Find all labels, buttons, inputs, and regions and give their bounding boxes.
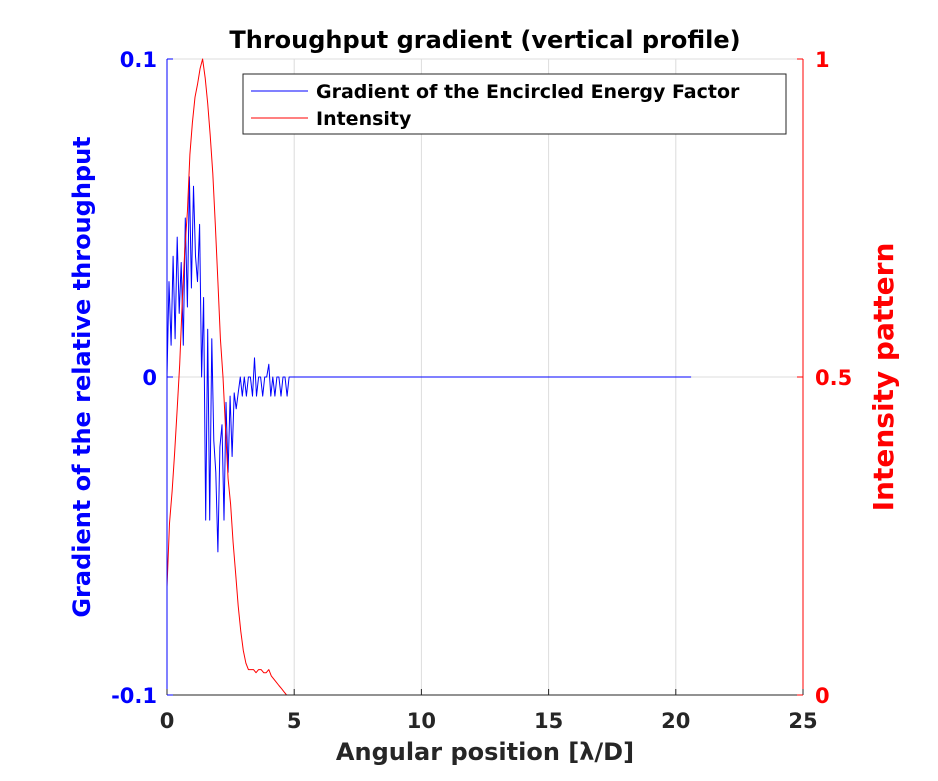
x-tick-label-2: 10 [407,709,436,733]
legend: Gradient of the Encircled Energy Factor … [242,73,787,135]
y-right-tick-label-1: 0.5 [815,366,852,390]
y-right-tick-label-2: 1 [815,48,830,72]
chart-title: Throughput gradient (vertical profile) [229,26,740,54]
axes [166,58,804,696]
legend-label-intensity: Intensity [316,108,412,130]
x-tick-label-5: 25 [788,709,817,733]
x-tick-label-1: 5 [287,709,302,733]
legend-box [242,73,787,135]
y-right-tick-label-0: 0 [815,684,830,708]
x-axis-label: Angular position [λ/D] [336,738,634,766]
y-axis-label-right: Intensity pattern [867,243,900,512]
series-line-gradient [166,176,692,553]
x-tick-label-3: 15 [534,709,563,733]
x-tick-label-0: 0 [160,709,175,733]
x-tick-label-4: 20 [661,709,690,733]
y-left-tick-label-1: 0 [142,366,157,390]
series-layer [166,58,692,696]
tick-labels: 0 5 10 15 20 25-0.100.100.51 [111,48,852,733]
y-left-tick-label-2: 0.1 [120,48,157,72]
legend-label-gradient: Gradient of the Encircled Energy Factor [316,81,740,103]
series-line-intensity [166,58,692,696]
y-axis-label-left: Gradient of the relative throughput [68,136,96,617]
y-left-tick-label-0: -0.1 [111,684,157,708]
